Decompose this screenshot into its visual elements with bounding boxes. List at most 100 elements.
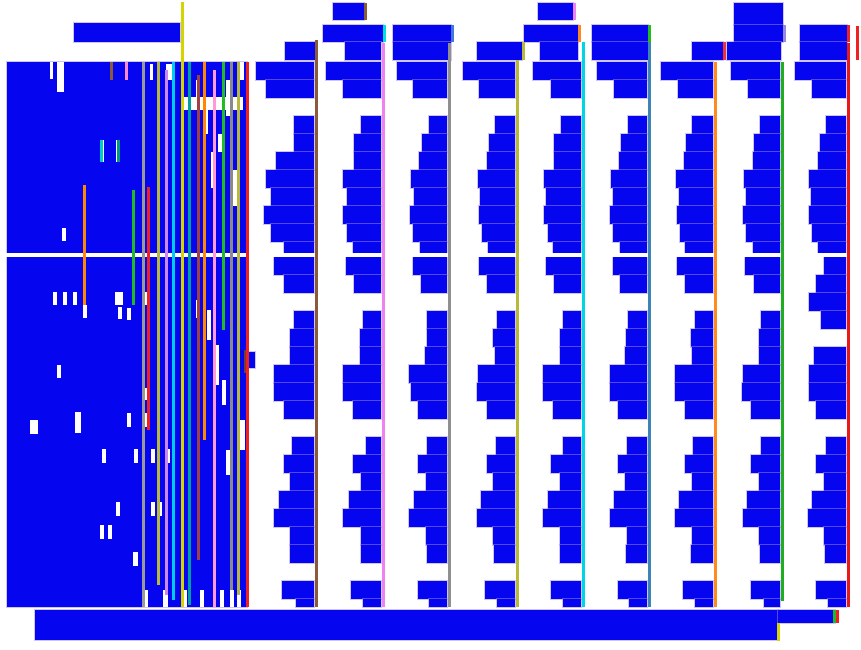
column-5-bar: [543, 365, 581, 383]
column-4-bar: [479, 257, 515, 275]
column-4-bar: [482, 224, 515, 242]
column-4-axis-line: [516, 60, 519, 607]
column-1-bar: [290, 347, 314, 365]
column-7-bar: [679, 188, 713, 206]
column-4-bar: [477, 509, 515, 527]
column-3-bar: [413, 80, 447, 98]
column-4-bar: [489, 134, 515, 152]
column-1-bar: [274, 257, 314, 275]
column-7-bar: [693, 437, 713, 455]
column-6-bar: [613, 224, 647, 242]
white-gap: [115, 292, 123, 305]
left-block-nub: [247, 352, 255, 368]
column-4-bar: [493, 473, 515, 491]
column-8-bar: [746, 224, 780, 242]
separator-band: [0, 253, 861, 257]
column-6-axis-line: [648, 42, 651, 607]
column-9-bar: [816, 401, 846, 419]
column-6-bar: [626, 329, 647, 347]
column-4-bar: [495, 347, 515, 365]
column-6-bar: [597, 62, 647, 80]
column-5-bar: [560, 545, 581, 563]
white-gap: [200, 590, 204, 607]
column-6-bar: [611, 170, 647, 188]
column-2-bar: [349, 491, 381, 509]
column-8-bar: [743, 365, 780, 383]
column-2-bar: [354, 152, 381, 170]
column-8-bar: [759, 329, 780, 347]
column-1-axis-line: [315, 40, 318, 607]
column-1-bar: [276, 152, 314, 170]
white-gap: [118, 307, 122, 319]
white-gap: [133, 552, 138, 566]
column-6-bar: [625, 347, 647, 365]
column-9-bar: [816, 581, 846, 599]
column-8-bar: [753, 152, 780, 170]
column-8-bar: [743, 509, 780, 527]
column-7-bar: [695, 599, 713, 607]
column-8-bar: [746, 188, 780, 206]
column-9-bar: [816, 275, 846, 293]
column-9-axis-line: [847, 43, 850, 607]
column-2-bar: [343, 170, 381, 188]
column-8-bar: [760, 116, 780, 134]
cap-tick: [451, 25, 454, 42]
left-line: [244, 350, 247, 373]
column-2-bar: [361, 473, 381, 491]
column-8-bar: [764, 599, 780, 607]
cap-tick: [648, 25, 651, 42]
column-1-bar: [296, 599, 314, 607]
cap-tick: [578, 25, 581, 42]
cap-bar: [285, 42, 316, 60]
cap-bar: [800, 42, 847, 60]
column-8-bar: [745, 257, 780, 275]
left-line: [246, 62, 249, 607]
white-gap: [83, 305, 87, 318]
column-9-bar: [795, 62, 846, 80]
column-6-bar: [610, 509, 647, 527]
column-1-bar: [271, 224, 314, 242]
column-1-bar: [294, 116, 314, 134]
column-5-bar: [548, 224, 581, 242]
left-line: [125, 62, 128, 80]
column-1-bar: [294, 311, 314, 329]
column-8-bar: [748, 80, 780, 98]
column-5-bar: [560, 527, 581, 545]
column-4-bar: [478, 170, 515, 188]
column-3-bar: [409, 365, 447, 383]
cap-bar: [800, 25, 847, 42]
column-5-bar: [553, 242, 581, 253]
column-8-bar: [754, 134, 780, 152]
white-gap: [215, 345, 219, 385]
column-3-bar: [413, 257, 447, 275]
column-2-bar: [347, 188, 381, 206]
column-4-bar: [497, 311, 515, 329]
column-7-bar: [683, 581, 713, 599]
column-7-bar: [686, 134, 713, 152]
column-3-bar: [427, 545, 447, 563]
column-3-bar: [411, 383, 447, 401]
column-4-bar: [477, 383, 515, 401]
column-3-bar: [410, 206, 447, 224]
bottom-tick: [833, 610, 836, 623]
column-5-bar: [533, 62, 581, 80]
column-3-bar: [418, 581, 447, 599]
column-7-bar: [675, 365, 713, 383]
column-9-bar: [814, 347, 846, 365]
white-gap: [218, 134, 222, 152]
column-4-bar: [487, 401, 515, 419]
column-3-bar: [427, 329, 447, 347]
column-2-bar: [363, 599, 381, 607]
column-8-bar: [760, 545, 780, 563]
column-2-bar: [354, 134, 381, 152]
cap-bar: [393, 42, 451, 60]
cap-bar: [323, 25, 383, 42]
white-gap: [63, 292, 67, 305]
left-line: [157, 62, 160, 585]
left-line: [237, 62, 240, 595]
white-gap: [237, 590, 241, 607]
white-gap: [100, 525, 104, 539]
column-9-bar: [825, 545, 846, 563]
column-6-bar: [610, 206, 647, 224]
